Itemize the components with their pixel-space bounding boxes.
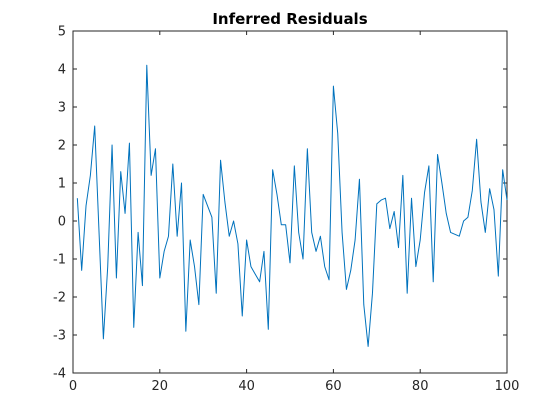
- y-tick-label: 5: [58, 25, 66, 40]
- y-tick-label: 3: [58, 101, 66, 116]
- x-tick-label: 80: [412, 379, 429, 394]
- y-axis: -4 -3 -2 -1 0 1 2 3 4 5: [53, 25, 507, 382]
- x-axis: 0 20 40 60 80 100: [69, 31, 520, 394]
- x-tick-label: 100: [495, 379, 520, 394]
- y-tick-label: -2: [53, 291, 66, 306]
- y-tick-label: 2: [58, 139, 66, 154]
- chart-title: Inferred Residuals: [212, 10, 367, 28]
- plot-area: [72, 30, 508, 374]
- x-tick-label: 40: [238, 379, 255, 394]
- x-tick-label: 20: [152, 379, 169, 394]
- x-tick-label: 0: [69, 379, 77, 394]
- y-tick-label: 1: [58, 177, 66, 192]
- y-tick-label: 4: [58, 63, 66, 78]
- y-tick-label: -3: [53, 329, 66, 344]
- y-tick-label: -1: [53, 253, 66, 268]
- x-tick-label: 60: [325, 379, 342, 394]
- residuals-series-line: [76, 64, 508, 347]
- y-tick-label: 0: [58, 215, 66, 230]
- y-tick-label: -4: [53, 367, 66, 382]
